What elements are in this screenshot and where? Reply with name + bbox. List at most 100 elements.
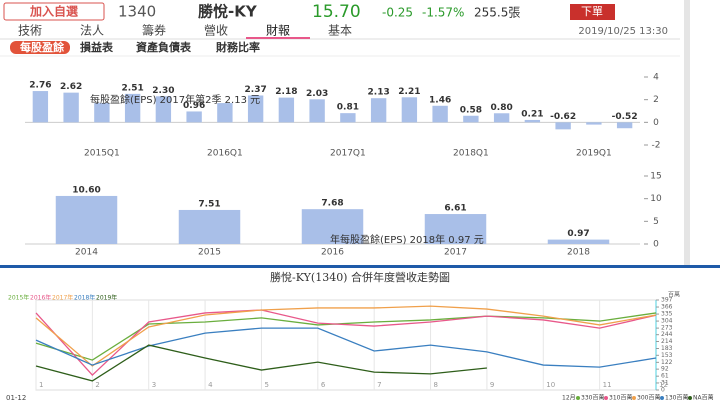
subtab[interactable]: 資產負債表: [136, 40, 192, 54]
tab[interactable]: 營收: [204, 24, 228, 38]
bar: [340, 113, 356, 123]
value-label: 2.21: [398, 87, 420, 97]
x-tick-label: 4: [208, 381, 213, 389]
bar: [301, 209, 364, 244]
y-tick-label: 214: [661, 338, 673, 345]
value-label: 0.58: [460, 105, 482, 115]
series-line: [35, 327, 657, 368]
value-label: 0.80: [491, 103, 513, 113]
value-label: 2.13: [368, 88, 390, 98]
value-label: 7.68: [321, 199, 343, 209]
x-tick-label: 11: [603, 381, 612, 389]
subtab[interactable]: 財務比率: [215, 40, 260, 54]
subtab[interactable]: 損益表: [80, 40, 114, 54]
scrollbar: [684, 0, 690, 265]
month-legend-value: 300百萬: [637, 394, 660, 402]
value-label: 0.81: [337, 103, 359, 113]
order-button[interactable]: [570, 4, 615, 20]
value-label: 6.61: [444, 204, 466, 214]
x-tick-label: 9: [490, 381, 494, 389]
bar: [524, 119, 541, 123]
bar: [55, 195, 118, 244]
series-line: [35, 305, 657, 367]
order-label[interactable]: 下單: [581, 5, 603, 18]
value-label: 10.60: [72, 185, 100, 195]
bar: [463, 115, 479, 123]
y-tick-label: 10: [650, 194, 662, 204]
tab[interactable]: 基本: [328, 24, 352, 38]
value-label: 1.46: [429, 95, 451, 105]
tab[interactable]: 法人: [80, 24, 104, 38]
datetime: 2019/10/25 13:30: [578, 26, 668, 37]
x-tick-label: 5: [264, 381, 268, 389]
bar: [247, 95, 264, 123]
value-label: 0.96: [183, 101, 205, 111]
watch-button[interactable]: [3, 2, 105, 21]
x-range-label: 01-12: [6, 394, 26, 402]
y-unit: 百萬: [668, 291, 680, 299]
legend-entry: 2015年: [8, 294, 29, 302]
y-tick-label: 2: [653, 95, 659, 105]
x-tick-label: 2019Q1: [576, 149, 612, 159]
panel-border: [0, 265, 720, 268]
y-tick-label: 31: [661, 379, 669, 386]
stock-name: 勝悅-KY: [198, 3, 258, 21]
value-label: 2.37: [245, 85, 267, 95]
x-tick-label: 2017Q1: [330, 149, 366, 159]
y-tick-label: 366: [661, 304, 673, 311]
series-line: [35, 309, 657, 376]
bar: [370, 98, 387, 123]
tooltip: 年每股盈餘(EPS) 2018年 0.97 元: [330, 233, 484, 246]
value-label: 2.30: [152, 86, 174, 96]
subtab-active: [10, 41, 70, 54]
x-tick-label: 1: [39, 381, 43, 389]
value-label: 7.51: [198, 199, 220, 209]
y-tick-label: 4: [653, 73, 659, 83]
x-tick-label: 3: [152, 381, 156, 389]
x-tick-label: 8: [434, 381, 438, 389]
watch-label[interactable]: 加入自選: [29, 4, 78, 19]
bar: [278, 97, 295, 123]
bar: [32, 91, 49, 123]
bar: [424, 214, 487, 244]
x-tick-label: 2: [95, 381, 99, 389]
y-tick-label: 15: [650, 172, 661, 182]
month-legend-value: 310百萬: [609, 394, 632, 402]
change-pct: -1.57%: [422, 6, 464, 20]
bar: [547, 239, 610, 244]
x-tick-label: 2018Q1: [453, 149, 489, 159]
volume: 255.5張: [474, 6, 520, 20]
y-tick-label: 0: [653, 118, 659, 128]
tab-underline: [246, 37, 310, 39]
x-tick-label: 2015: [198, 248, 221, 258]
legend-dot: [604, 396, 608, 400]
bar: [63, 92, 79, 123]
bar: [493, 113, 510, 123]
subtab[interactable]: 每股盈餘: [20, 40, 65, 54]
x-tick-label: 2016Q1: [207, 149, 243, 159]
y-tick-label: 397: [661, 297, 673, 304]
bar: [178, 209, 241, 244]
value-label: 2.18: [275, 87, 297, 97]
y-tick-label: 5: [653, 217, 659, 227]
value-label: 0.97: [567, 229, 589, 239]
tab[interactable]: 籌券: [142, 23, 166, 38]
bar: [432, 105, 448, 123]
value-label: -0.52: [612, 112, 638, 122]
tab[interactable]: 技術: [18, 24, 42, 38]
y-tick-label: 153: [661, 352, 673, 359]
x-tick-label: 2014: [75, 248, 98, 258]
bar: [401, 97, 418, 123]
y-tick-label: 273: [661, 325, 673, 332]
x-tick-label: 10: [546, 381, 555, 389]
tab[interactable]: 財報: [266, 23, 290, 38]
x-tick-label: 7: [377, 381, 381, 389]
price: 15.70: [312, 2, 361, 22]
value-label: 2.03: [306, 89, 328, 99]
bar: [217, 103, 233, 123]
y-tick-label: 335: [661, 311, 673, 318]
x-tick-label: 12: [659, 381, 668, 389]
value-label: 2.51: [122, 83, 144, 93]
y-tick-label: -2: [652, 141, 661, 151]
